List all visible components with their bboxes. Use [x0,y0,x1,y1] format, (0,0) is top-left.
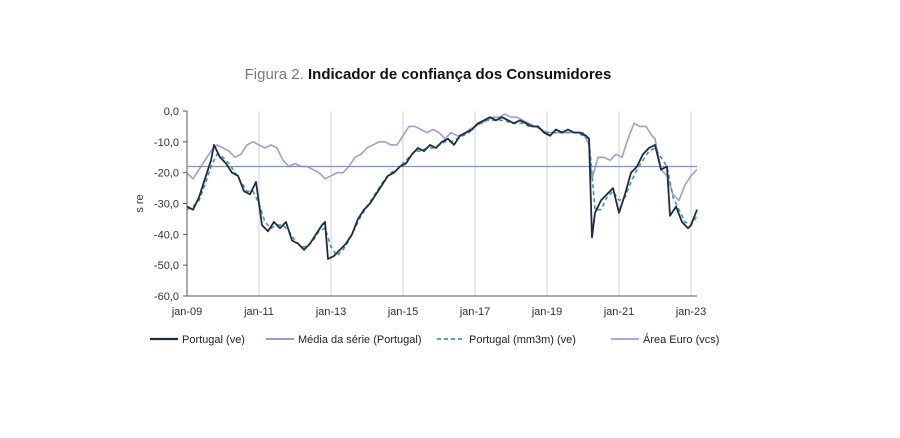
x-tick-label: jan-09 [171,306,203,318]
legend-label: Portugal (mm3m) (ve) [469,334,576,346]
x-tick-label: jan-15 [387,306,419,318]
series-line-3 [186,113,698,202]
y-tick-label: -50,0 [154,260,179,272]
legend-label: Área Euro (vcs) [643,333,719,346]
legend: Portugal (ve) Média da série (Portugal) Po… [150,333,719,346]
figure-label: Figura 2. [244,66,304,83]
x-tick-label: jan-23 [675,306,707,318]
y-tick-label: 0,0 [164,106,179,118]
x-tick-label: jan-13 [315,306,347,318]
y-tick-label: -60,0 [154,291,179,303]
y-tick-label: -10,0 [154,137,179,149]
y-tick-label: -30,0 [154,199,179,211]
y-tick-label: -40,0 [154,229,179,241]
series-lines [186,113,698,260]
legend-label: Média da série (Portugal) [298,334,422,346]
y-axis-label: s re [134,194,146,212]
series-line-0 [186,116,698,260]
x-tick-label: jan-19 [531,306,563,318]
x-tick-label: jan-11 [243,306,274,318]
y-tick-label: -20,0 [154,168,179,180]
chart-title: Figura 2. Indicador de confiança dos Con… [0,66,856,83]
x-tick-label: jan-21 [603,306,635,318]
series-line-2 [186,119,698,257]
legend-label: Portugal (ve) [182,334,245,346]
gridlines [258,111,692,296]
x-tick-label: jan-17 [459,306,491,318]
axes: jan-09 jan-11 jan-13 jan-15 jan-17 jan-19 jan-… [134,106,706,318]
title-text: Indicador de confiança dos Consumidores [307,66,612,83]
